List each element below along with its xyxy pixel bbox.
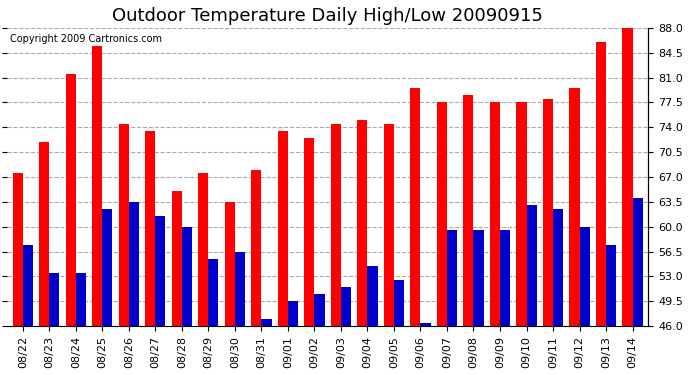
Bar: [146, 131, 155, 326]
Bar: [543, 99, 553, 326]
Bar: [119, 124, 129, 326]
Bar: [155, 216, 166, 326]
Bar: [341, 287, 351, 326]
Bar: [500, 230, 510, 326]
Bar: [473, 230, 484, 326]
Bar: [569, 88, 580, 326]
Bar: [92, 46, 102, 326]
Title: Outdoor Temperature Daily High/Low 20090915: Outdoor Temperature Daily High/Low 20090…: [112, 7, 543, 25]
Bar: [50, 273, 59, 326]
Bar: [622, 28, 633, 326]
Bar: [235, 252, 245, 326]
Text: Copyright 2009 Cartronics.com: Copyright 2009 Cartronics.com: [10, 34, 162, 44]
Bar: [288, 302, 298, 326]
Bar: [394, 280, 404, 326]
Bar: [76, 273, 86, 326]
Bar: [262, 319, 271, 326]
Bar: [39, 141, 50, 326]
Bar: [580, 227, 590, 326]
Bar: [331, 124, 341, 326]
Bar: [447, 230, 457, 326]
Bar: [606, 244, 616, 326]
Bar: [66, 74, 76, 326]
Bar: [182, 227, 192, 326]
Bar: [596, 42, 606, 326]
Bar: [357, 120, 368, 326]
Bar: [198, 174, 208, 326]
Bar: [13, 174, 23, 326]
Bar: [384, 124, 394, 326]
Bar: [172, 191, 182, 326]
Bar: [129, 202, 139, 326]
Bar: [553, 209, 563, 326]
Bar: [23, 244, 33, 326]
Bar: [208, 259, 219, 326]
Bar: [315, 294, 324, 326]
Bar: [102, 209, 112, 326]
Bar: [490, 102, 500, 326]
Bar: [420, 322, 431, 326]
Bar: [464, 95, 473, 326]
Bar: [368, 266, 377, 326]
Bar: [304, 138, 315, 326]
Bar: [225, 202, 235, 326]
Bar: [526, 206, 537, 326]
Bar: [437, 102, 447, 326]
Bar: [251, 170, 262, 326]
Bar: [411, 88, 420, 326]
Bar: [278, 131, 288, 326]
Bar: [516, 102, 526, 326]
Bar: [633, 198, 642, 326]
